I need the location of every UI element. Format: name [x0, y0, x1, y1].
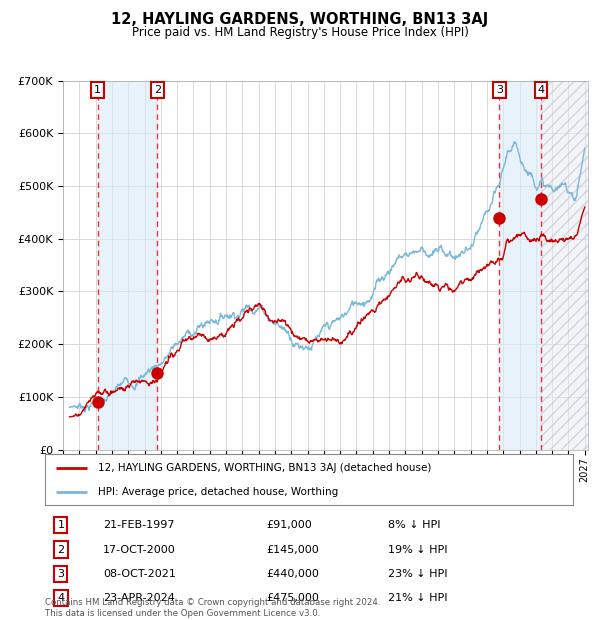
Text: 19% ↓ HPI: 19% ↓ HPI: [388, 544, 448, 554]
Text: 1: 1: [94, 85, 101, 95]
Bar: [541, 81, 588, 450]
Text: Price paid vs. HM Land Registry's House Price Index (HPI): Price paid vs. HM Land Registry's House …: [131, 26, 469, 39]
Text: 08-OCT-2021: 08-OCT-2021: [103, 569, 176, 578]
Text: £91,000: £91,000: [267, 520, 313, 530]
Text: 2: 2: [154, 85, 161, 95]
Text: 23% ↓ HPI: 23% ↓ HPI: [388, 569, 448, 578]
Bar: [499, 81, 541, 450]
Text: 12, HAYLING GARDENS, WORTHING, BN13 3AJ (detached house): 12, HAYLING GARDENS, WORTHING, BN13 3AJ …: [98, 463, 431, 473]
Text: 21% ↓ HPI: 21% ↓ HPI: [388, 593, 448, 603]
Text: 4: 4: [538, 85, 544, 95]
Text: HPI: Average price, detached house, Worthing: HPI: Average price, detached house, Wort…: [98, 487, 338, 497]
Text: 17-OCT-2000: 17-OCT-2000: [103, 544, 176, 554]
Text: 2: 2: [57, 544, 64, 554]
Text: 8% ↓ HPI: 8% ↓ HPI: [388, 520, 440, 530]
Text: £145,000: £145,000: [267, 544, 320, 554]
Text: £475,000: £475,000: [267, 593, 320, 603]
Text: 23-APR-2024: 23-APR-2024: [103, 593, 175, 603]
Text: 21-FEB-1997: 21-FEB-1997: [103, 520, 175, 530]
Text: 1: 1: [58, 520, 64, 530]
Bar: [98, 81, 157, 450]
Text: 4: 4: [57, 593, 64, 603]
Bar: [541, 81, 588, 450]
Text: Contains HM Land Registry data © Crown copyright and database right 2024.
This d: Contains HM Land Registry data © Crown c…: [45, 598, 380, 618]
Text: 3: 3: [496, 85, 503, 95]
Text: £440,000: £440,000: [267, 569, 320, 578]
Text: 3: 3: [58, 569, 64, 578]
Text: 12, HAYLING GARDENS, WORTHING, BN13 3AJ: 12, HAYLING GARDENS, WORTHING, BN13 3AJ: [112, 12, 488, 27]
